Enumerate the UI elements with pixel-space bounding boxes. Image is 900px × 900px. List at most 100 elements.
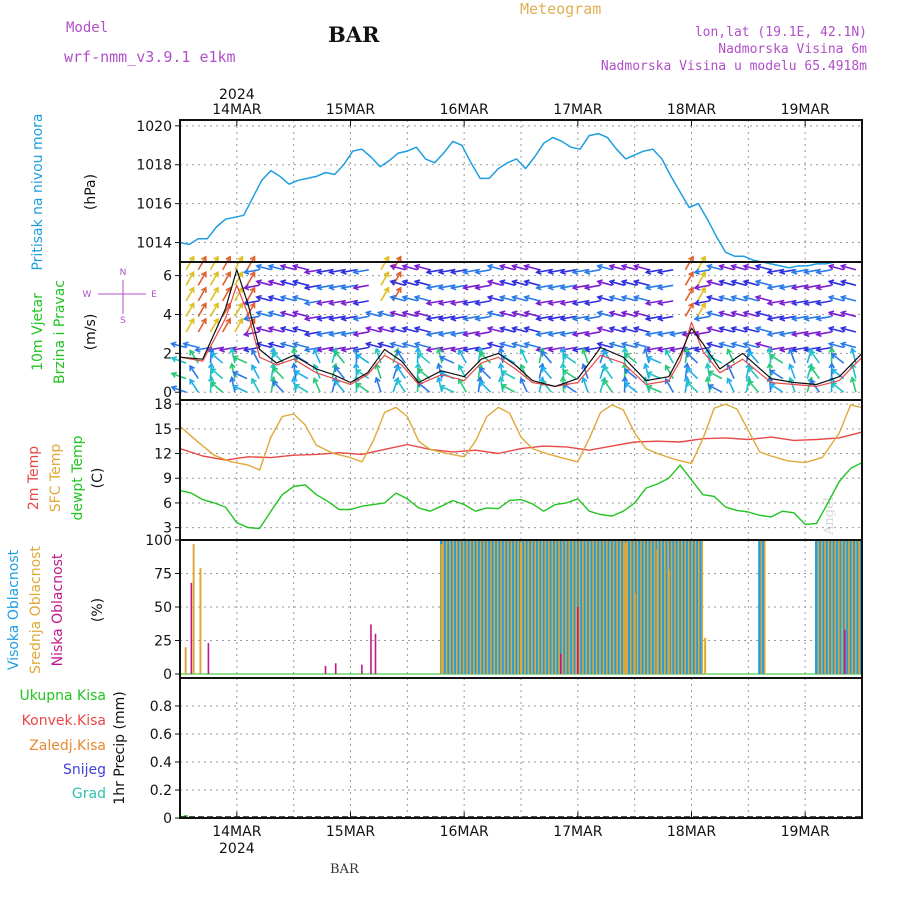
wind-barb	[778, 346, 796, 353]
top-day-label: 18MAR	[667, 102, 716, 118]
wind-barb	[519, 377, 528, 393]
wind-barb	[754, 279, 771, 287]
y-tick-label: 0	[163, 811, 172, 827]
mid-cloud-bar	[517, 540, 519, 674]
wind-barb	[438, 355, 455, 364]
high-cloud-bar	[484, 540, 488, 674]
wind-barb	[474, 299, 491, 307]
mid-cloud-bar	[534, 540, 537, 674]
wind-barb	[333, 379, 346, 393]
wind-barb	[462, 268, 479, 275]
mid-cloud-bar	[691, 540, 693, 674]
high-cloud-bar	[446, 540, 450, 674]
wind-barb	[279, 294, 296, 302]
high-cloud-bar	[641, 540, 645, 674]
wind-barb	[374, 362, 382, 379]
y-tick-label: 12	[154, 447, 172, 463]
high-cloud-bar	[480, 540, 484, 674]
mid-cloud-bar	[854, 540, 857, 674]
wind-barb	[571, 284, 589, 291]
high-cloud-bar	[474, 540, 478, 674]
wind-barb	[535, 268, 552, 275]
wind-barb	[389, 279, 406, 287]
mid-cloud-bar	[571, 540, 574, 674]
wind-barb	[449, 284, 467, 291]
wind-barb	[547, 346, 564, 353]
wind-barb	[742, 294, 759, 302]
wind-barb	[401, 341, 418, 349]
wind-barb	[696, 302, 706, 317]
y-tick-label: 6	[163, 496, 172, 512]
wind-barb	[462, 330, 479, 338]
wind-barb	[234, 302, 244, 317]
high-cloud-bar	[545, 540, 549, 674]
wind-barb	[632, 279, 650, 287]
wind-barb	[474, 284, 491, 291]
wind-barb	[656, 315, 674, 322]
mid-cloud-bar	[841, 540, 843, 674]
high-cloud-bar	[572, 540, 576, 674]
wind-barb	[413, 263, 430, 271]
wind-barb	[380, 270, 390, 286]
wind-barb	[581, 362, 589, 379]
wind-barb	[416, 352, 431, 364]
wind-barb	[436, 376, 443, 393]
wind-barb	[839, 279, 857, 287]
wind-barb	[571, 330, 589, 338]
y-tick-label: 4	[163, 307, 172, 323]
wind-barb	[425, 299, 442, 307]
wind-barb	[809, 349, 821, 364]
wind-barb	[583, 330, 601, 338]
wind-barb	[352, 268, 369, 275]
wind-barb	[340, 330, 357, 338]
mid-cloud-spike	[520, 542, 522, 674]
wind-barb	[438, 384, 455, 393]
wind-barb	[511, 279, 528, 287]
wind-barb	[778, 330, 796, 338]
wind-barb	[696, 255, 706, 271]
high-cloud-bar	[532, 540, 536, 674]
low-cloud-spike	[559, 653, 562, 674]
wind-barb	[656, 268, 674, 275]
wind-barb	[462, 284, 479, 291]
high-cloud-bar	[535, 540, 539, 674]
wind-barb	[437, 299, 455, 307]
cloud-axis-title-mid: Srednja Oblacnost	[28, 546, 44, 674]
wind-barb	[413, 294, 430, 302]
mid-cloud-bar	[650, 540, 652, 674]
high-cloud-bar	[470, 540, 474, 674]
wind-barb	[312, 376, 321, 393]
wind-barb	[355, 382, 370, 393]
panel-frame-temperature	[179, 399, 863, 541]
high-cloud-bar	[761, 540, 765, 674]
mid-cloud-bar	[561, 540, 564, 674]
mid-cloud-bar	[674, 540, 676, 674]
high-cloud-bar	[562, 540, 566, 674]
high-cloud-bar	[511, 540, 515, 674]
wind-barb	[197, 255, 207, 271]
wind-barb	[209, 302, 219, 317]
wind-barb	[279, 310, 296, 318]
precip-legend-0: Ukupna Kisa	[19, 688, 106, 704]
mid-cloud-bar	[760, 540, 763, 674]
wind-barb	[683, 346, 691, 364]
mid-cloud-bar	[844, 540, 847, 674]
high-cloud-bar	[593, 540, 597, 674]
wind-barb	[255, 294, 272, 302]
wind-barb	[197, 317, 207, 333]
mid-cloud-bar	[606, 540, 608, 674]
wind-barb	[726, 377, 735, 393]
wind-barb	[705, 310, 723, 318]
wind-barb	[693, 299, 710, 307]
wind-barb	[768, 369, 784, 380]
high-cloud-bar	[835, 540, 839, 674]
mid-cloud-bar	[551, 540, 554, 674]
wind-barb	[562, 353, 577, 364]
wind-barb	[643, 362, 650, 379]
wind-barb	[267, 341, 284, 349]
wind-barb	[209, 255, 219, 271]
high-cloud-bar	[699, 540, 703, 674]
wind-barb	[267, 325, 284, 333]
wind-barb	[189, 364, 199, 380]
wind-barb	[242, 330, 260, 338]
